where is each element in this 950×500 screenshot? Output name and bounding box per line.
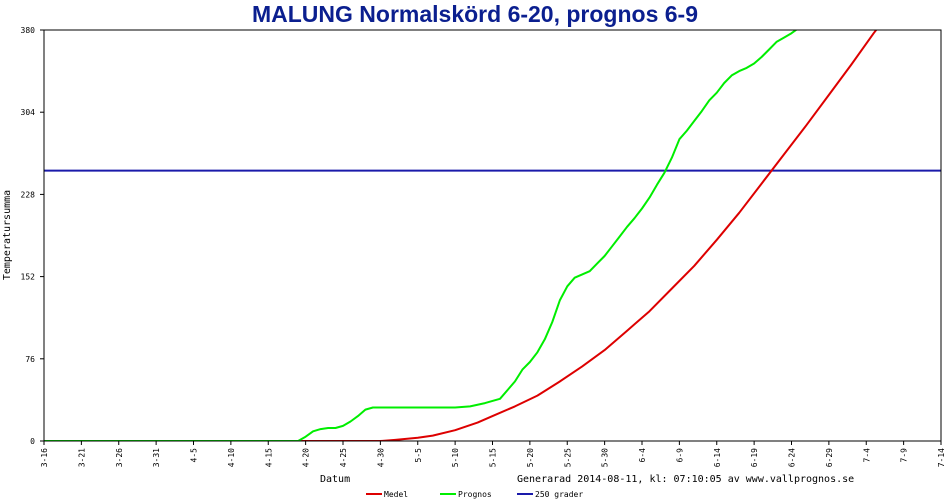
x-tick-label: 4-25 (339, 448, 348, 467)
chart-title: MALUNG Normalskörd 6-20, prognos 6-9 (251, 1, 699, 27)
legend-label: Medel (384, 490, 408, 499)
y-tick-label: 0 (30, 437, 35, 446)
series-line-medel (44, 30, 878, 441)
x-tick-label: 6-14 (713, 448, 722, 467)
x-tick-label: 3-26 (115, 448, 124, 467)
x-tick-label: 6-24 (788, 448, 797, 467)
x-tick-label: 6-9 (675, 448, 684, 463)
x-tick-label: 5-25 (563, 448, 572, 467)
legend-label: Prognos (458, 490, 492, 499)
x-tick-label: 4-15 (264, 448, 273, 467)
y-axis-label: Temperatursumma (2, 190, 13, 280)
x-tick-label: 4-10 (227, 448, 236, 467)
x-tick-label: 4-30 (376, 448, 385, 467)
legend: Medel Prognos 250 grader (366, 490, 583, 499)
x-tick-label: 5-15 (489, 448, 498, 467)
x-tick-label: 5-30 (601, 448, 610, 467)
x-tick-label: 7-4 (862, 448, 871, 463)
x-tick-label: 5-20 (526, 448, 535, 467)
x-tick-label: 6-29 (825, 448, 834, 467)
x-tick-label: 4-20 (302, 448, 311, 467)
x-tick-label: 7-14 (937, 448, 946, 467)
footer-generated-text: Generarad 2014-08-11, kl: 07:10:05 av ww… (517, 474, 854, 485)
x-tick-label: 3-16 (40, 448, 49, 467)
y-tick-label: 76 (25, 355, 35, 364)
x-axis-label: Datum (320, 474, 350, 485)
y-tick-label: 380 (21, 26, 36, 35)
y-tick-label: 304 (21, 108, 36, 117)
y-tick-label: 152 (21, 273, 36, 282)
y-tick-label: 228 (21, 190, 36, 199)
plot-area-frame (43, 29, 942, 442)
x-tick-label: 6-4 (638, 448, 647, 463)
x-tick-label: 6-19 (750, 448, 759, 467)
series-line-prognos (44, 30, 798, 441)
x-tick-label: 3-21 (77, 448, 86, 467)
x-tick-label: 7-9 (900, 448, 909, 463)
x-tick-label: 4-5 (190, 448, 199, 463)
x-tick-label: 5-10 (451, 448, 460, 467)
x-tick-label: 5-5 (414, 448, 423, 463)
legend-label: 250 grader (535, 490, 583, 499)
x-tick-label: 3-31 (152, 448, 161, 467)
